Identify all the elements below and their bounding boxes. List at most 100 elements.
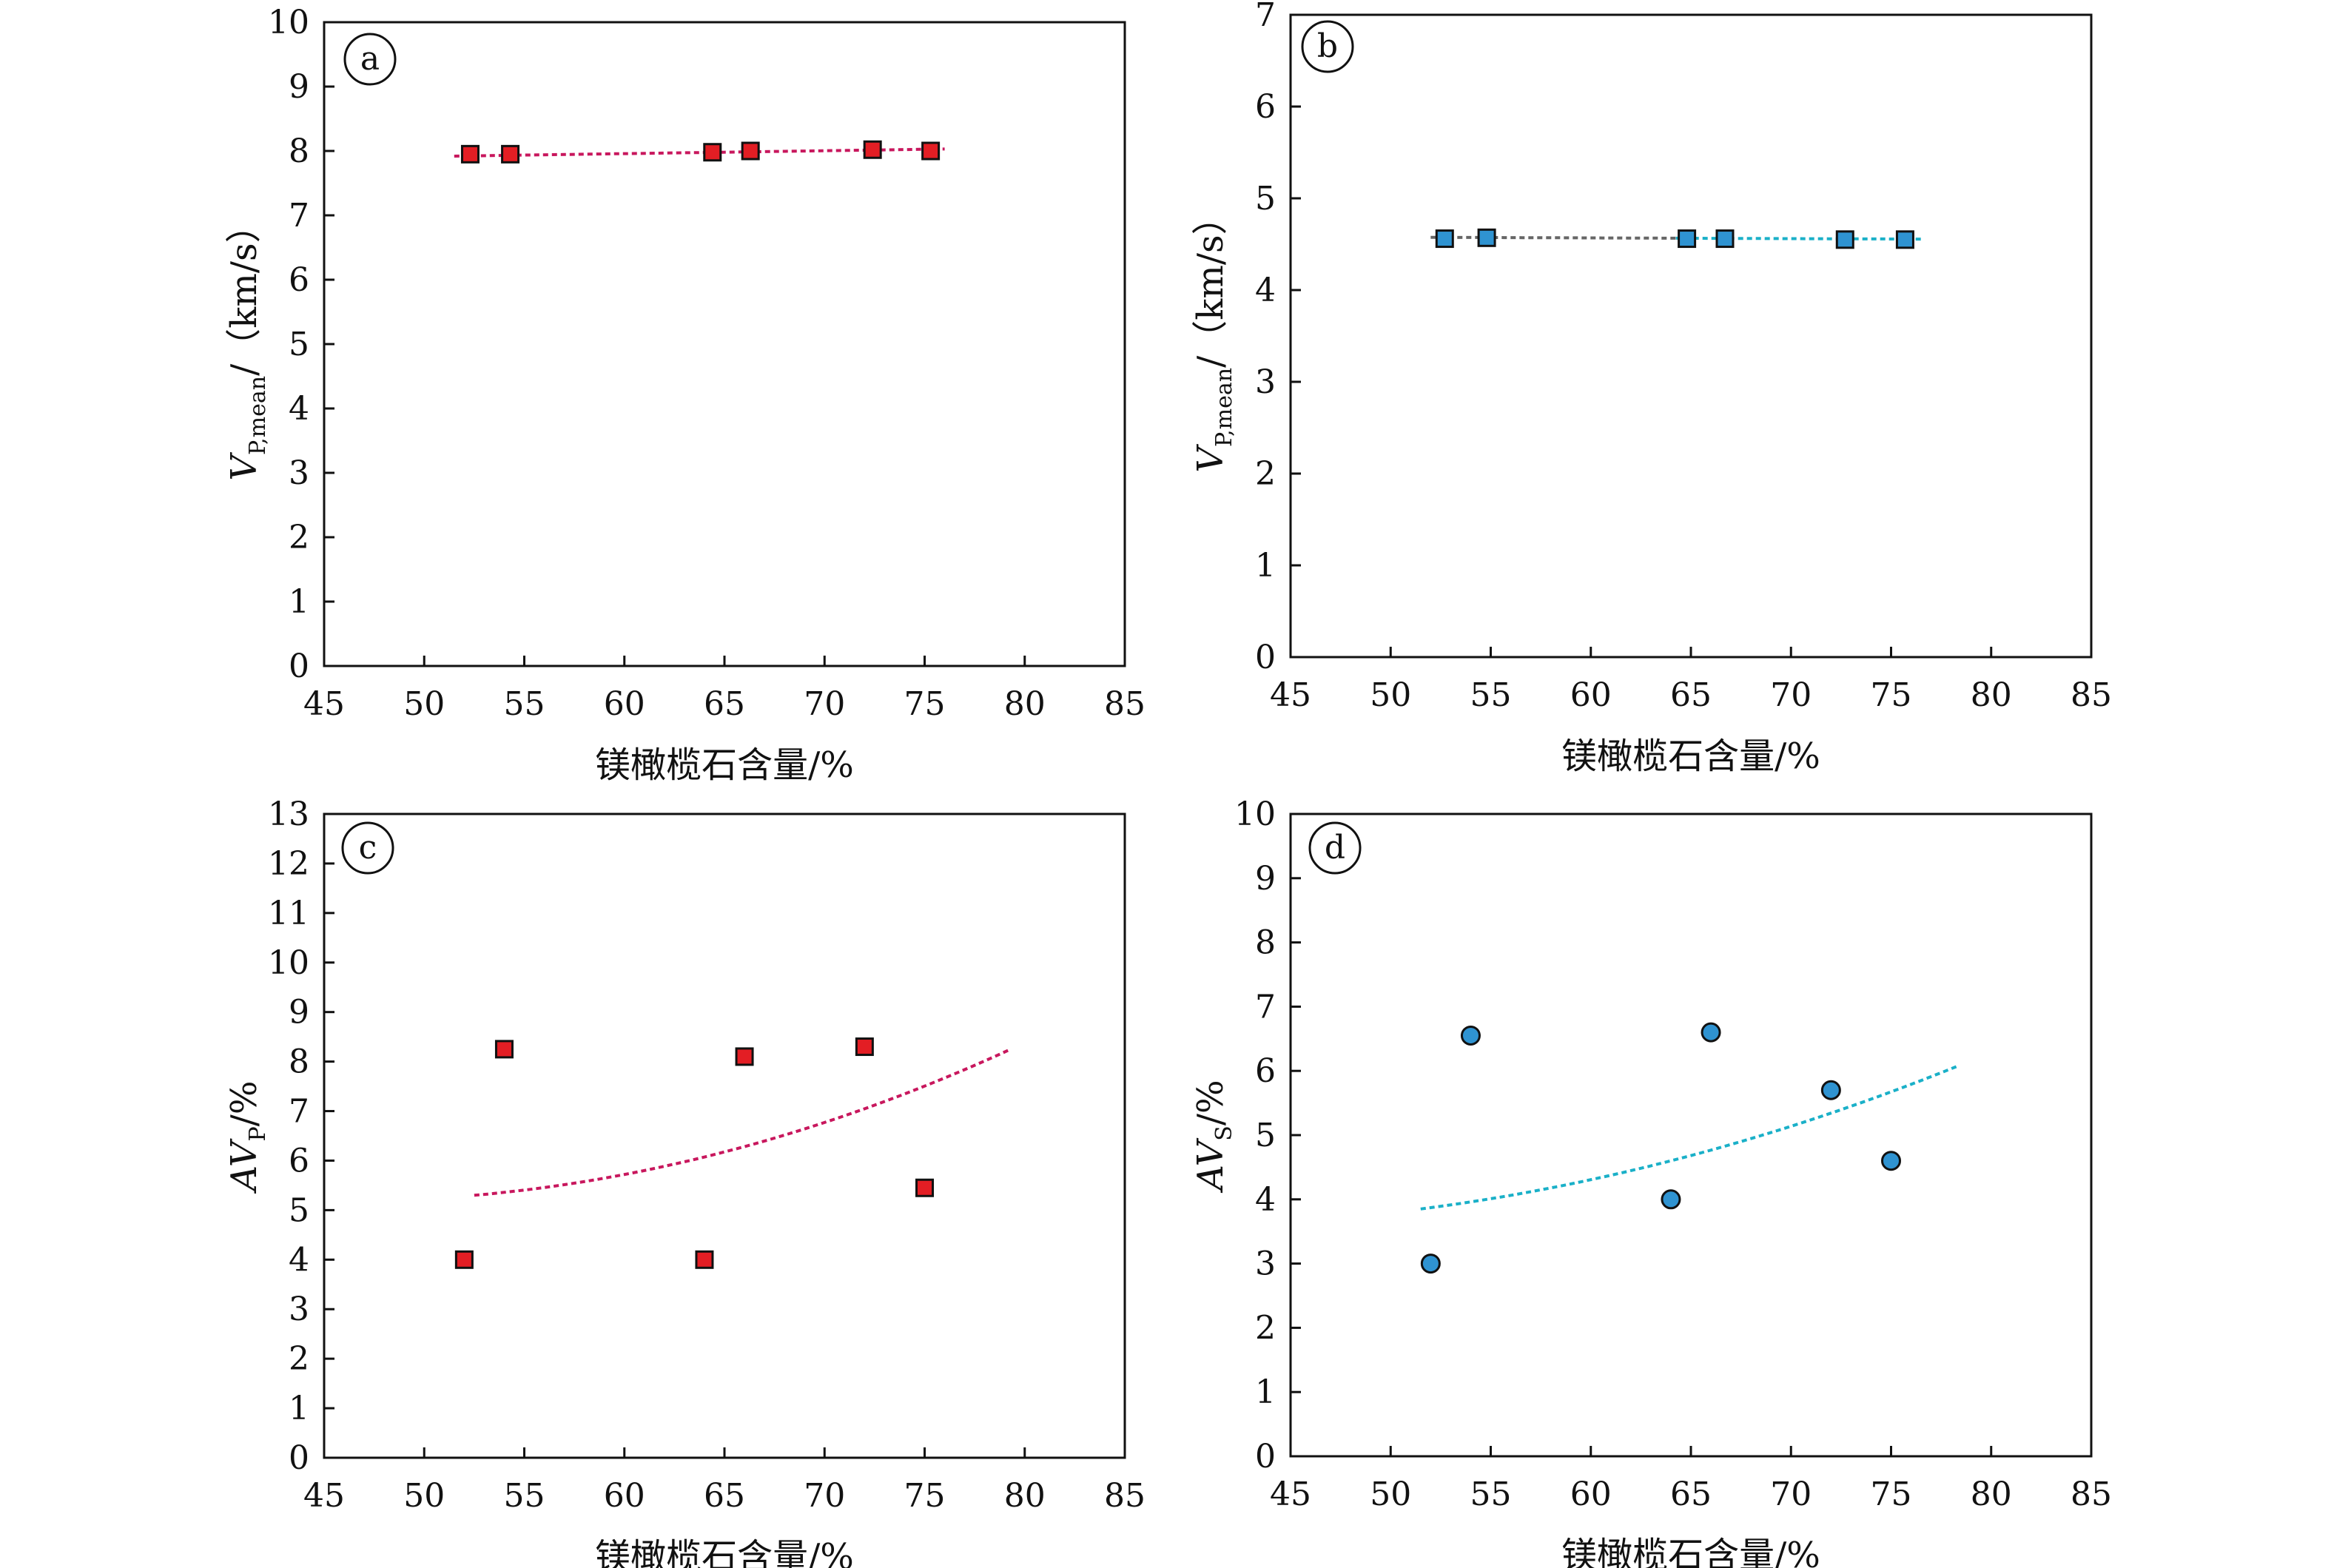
y-tick-label: 6: [289, 261, 309, 299]
y-tick-label: 0: [289, 647, 309, 685]
chart-panel-b: 45 50 55 60 65 70 75 80 8501234567镁橄榄石含量/%VP,mea…: [1190, 0, 2112, 777]
panel-label-circle: [343, 33, 397, 86]
data-point: [1435, 229, 1454, 249]
x-tick-label: 55: [504, 685, 545, 723]
x-tick-label: 55: [1470, 1476, 1512, 1513]
y-tick-label: 2: [1255, 1309, 1276, 1347]
plot-frame: [1289, 13, 2093, 659]
fit-curve: [454, 147, 945, 158]
panel-label-circle: [1308, 821, 1362, 875]
panel-label-circle: [341, 821, 394, 875]
y-tick-label: 8: [1255, 924, 1276, 962]
x-tick-label: 80: [1971, 1476, 2012, 1513]
y-tick-label: 9: [1255, 860, 1276, 898]
data-point: [855, 1037, 874, 1057]
y-tick-label: 10: [268, 944, 309, 982]
y-tick-label: 4: [1255, 272, 1276, 309]
x-tick-label: 60: [604, 1477, 645, 1515]
x-tick-label: 45: [1270, 1476, 1311, 1513]
x-tick-label: 70: [1770, 1476, 1812, 1513]
data-point: [460, 144, 480, 164]
plot-frame: [1289, 812, 2093, 1458]
y-tick-label: 5: [289, 326, 309, 363]
y-tick-label: 6: [1255, 88, 1276, 126]
panel-label: c: [359, 829, 377, 867]
x-axis-label: 镁橄榄石含量/%: [595, 744, 854, 786]
data-point: [1881, 1151, 1901, 1171]
x-tick-label: 85: [2071, 1476, 2112, 1513]
y-label-subscript: S: [1211, 1125, 1237, 1141]
y-tick-label: 0: [1255, 1438, 1276, 1476]
y-label-main: V: [223, 452, 265, 481]
panel-label: d: [1325, 829, 1345, 867]
x-tick-label: 65: [1670, 676, 1712, 714]
y-tick-label: 4: [289, 1241, 309, 1279]
x-axis-label: 镁橄榄石含量/%: [595, 1536, 854, 1568]
x-tick-label: 45: [303, 685, 345, 723]
y-label-main: V: [1190, 444, 1231, 473]
y-tick-label: 5: [1255, 1117, 1276, 1154]
x-tick-label: 70: [804, 1477, 845, 1515]
data-point: [915, 1178, 934, 1197]
y-label-unit: /%: [223, 1081, 265, 1127]
data-point: [863, 140, 882, 159]
data-point: [703, 143, 722, 162]
x-tick-label: 65: [1670, 1476, 1712, 1513]
x-tick-label: 70: [1770, 676, 1812, 714]
y-axis-label: VP,mean/（km/s）: [223, 207, 271, 480]
data-point: [501, 144, 520, 164]
x-tick-label: 50: [1370, 1476, 1411, 1513]
data-point: [1835, 230, 1854, 249]
x-tick-label: 65: [704, 1477, 745, 1515]
y-tick-label: 1: [289, 583, 309, 621]
data-point: [1661, 1189, 1681, 1210]
y-tick-label: 1: [1255, 1373, 1276, 1411]
data-point: [1701, 1022, 1721, 1043]
y-tick-label: 12: [268, 845, 309, 883]
y-tick-label: 1: [289, 1390, 309, 1427]
y-tick-label: 7: [1255, 0, 1276, 34]
y-label-unit: /（km/s）: [1190, 199, 1231, 368]
y-label-subscript: P: [245, 1126, 271, 1141]
y-tick-label: 10: [268, 4, 309, 41]
y-tick-label: 5: [1255, 180, 1276, 218]
data-point: [1678, 229, 1697, 249]
y-tick-label: 3: [289, 1291, 309, 1328]
y-tick-label: 11: [268, 895, 309, 932]
y-tick-label: 0: [1255, 639, 1276, 676]
y-tick-label: 5: [289, 1191, 309, 1229]
x-axis-label: 镁橄榄石含量/%: [1561, 1535, 1820, 1568]
x-tick-label: 60: [604, 685, 645, 723]
data-point: [921, 141, 941, 161]
y-tick-label: 2: [289, 519, 309, 556]
x-tick-label: 85: [2071, 676, 2112, 714]
y-tick-label: 4: [1255, 1181, 1276, 1219]
y-label-main: AV: [223, 1138, 265, 1194]
data-point: [494, 1040, 514, 1059]
y-label-main: AV: [1190, 1137, 1231, 1193]
y-tick-label: 9: [289, 994, 309, 1032]
x-tick-label: 45: [303, 1477, 345, 1515]
fit-curve: [1420, 1065, 1958, 1211]
x-tick-label: 85: [1104, 1477, 1146, 1515]
chart-panel-a: 45 50 55 60 65 70 75 80 85012345678910镁橄榄石含量/%VP…: [223, 4, 1146, 786]
x-tick-label: 55: [1470, 676, 1512, 714]
y-tick-label: 4: [289, 390, 309, 428]
y-tick-label: 3: [1255, 363, 1276, 401]
y-tick-label: 8: [289, 132, 309, 170]
y-tick-label: 9: [289, 68, 309, 106]
y-axis-label: AVS/%: [1190, 1080, 1237, 1193]
y-tick-label: 7: [289, 1093, 309, 1131]
plot-frame: [323, 21, 1126, 667]
y-tick-label: 10: [1234, 795, 1276, 833]
data-point: [1460, 1025, 1481, 1046]
data-point: [1895, 230, 1914, 249]
data-point: [695, 1250, 714, 1269]
y-tick-label: 3: [289, 454, 309, 492]
y-axis-label: VP,mean/（km/s）: [1190, 199, 1237, 472]
y-tick-label: 2: [289, 1340, 309, 1378]
x-tick-label: 60: [1570, 1476, 1612, 1513]
data-point: [1420, 1254, 1441, 1274]
y-label-unit: /（km/s）: [223, 207, 265, 376]
